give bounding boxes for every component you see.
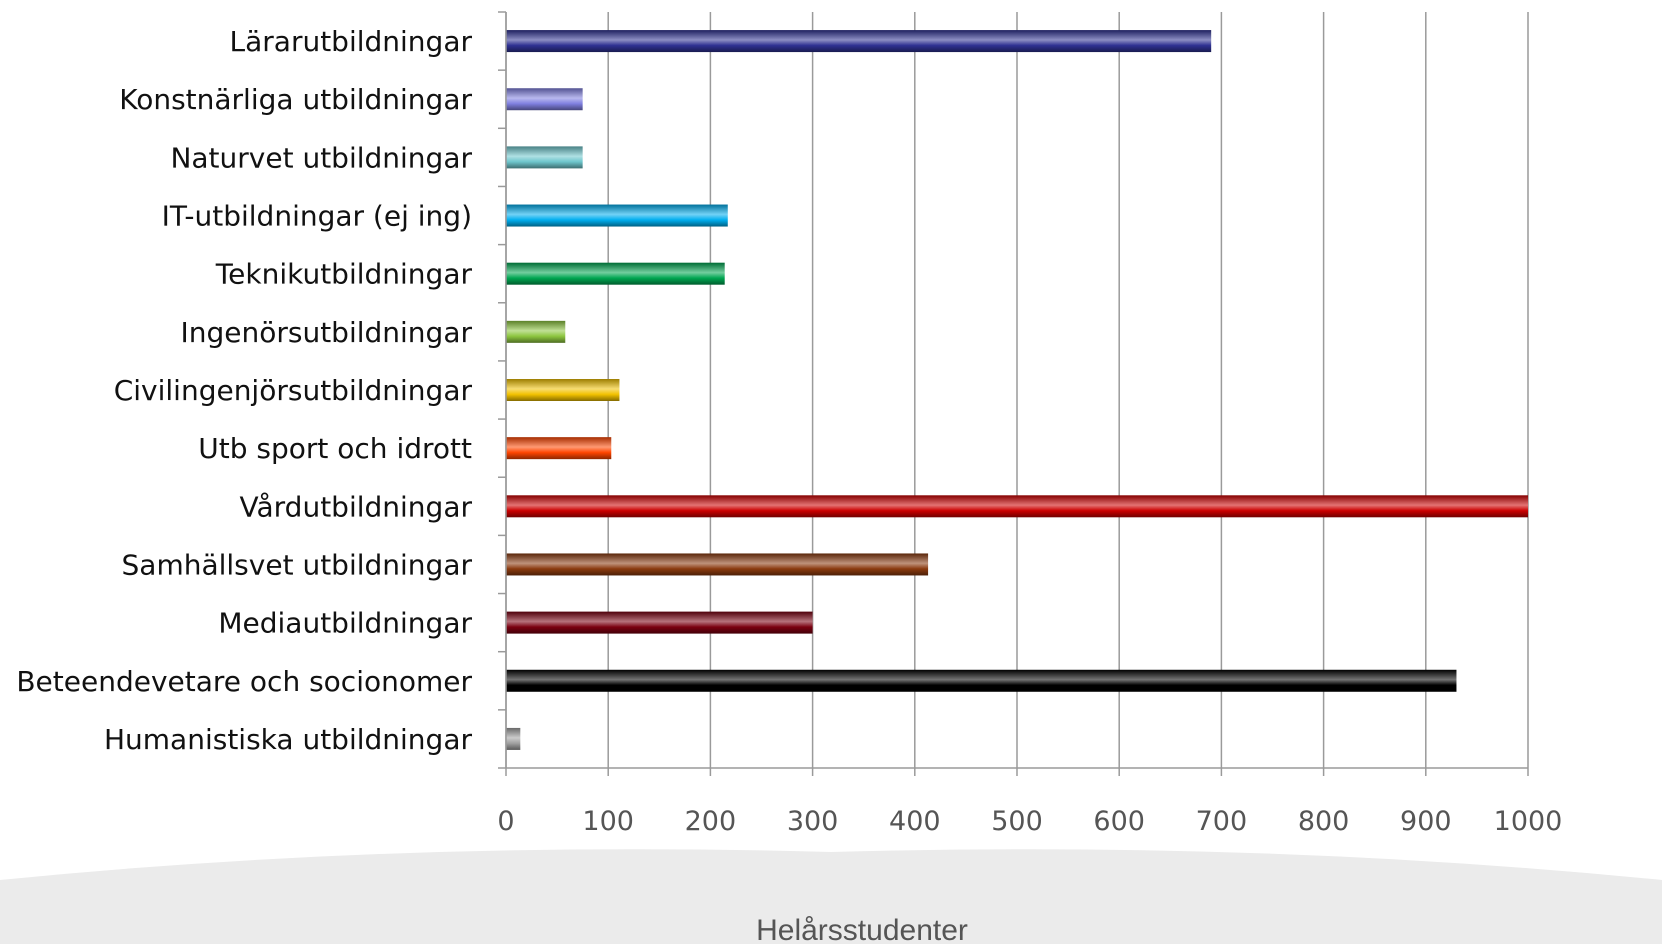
category-label: Vårdutbildningar bbox=[240, 490, 473, 523]
x-tick-label: 500 bbox=[991, 806, 1043, 837]
bar bbox=[506, 88, 583, 111]
category-label: Naturvet utbildningar bbox=[170, 141, 472, 174]
category-label: Beteendevetare och socionomer bbox=[16, 665, 472, 698]
bar bbox=[506, 437, 612, 460]
category-label: IT-utbildningar (ej ing) bbox=[162, 200, 472, 233]
bar bbox=[506, 611, 813, 634]
category-labels: Lärarutbildningar Konstnärliga utbildning… bbox=[16, 25, 472, 756]
bar bbox=[506, 495, 1528, 518]
category-label: Lärarutbildningar bbox=[230, 25, 473, 58]
bar bbox=[506, 379, 620, 401]
x-tick-label: 400 bbox=[889, 806, 941, 837]
x-tick-label: 1000 bbox=[1494, 806, 1563, 837]
category-label: Utb sport och idrott bbox=[198, 432, 472, 465]
bar bbox=[506, 553, 929, 576]
x-tick-label: 100 bbox=[582, 806, 634, 837]
bar bbox=[506, 204, 728, 227]
category-label: Humanistiska utbildningar bbox=[104, 723, 473, 756]
category-label: Konstnärliga utbildningar bbox=[119, 83, 472, 116]
x-tick-label: 300 bbox=[787, 806, 839, 837]
x-tick-label: 0 bbox=[497, 806, 514, 837]
category-label: Mediautbildningar bbox=[218, 607, 472, 640]
x-tick-label: 200 bbox=[685, 806, 737, 837]
bars bbox=[506, 30, 1528, 750]
axes bbox=[498, 11, 1529, 776]
bar bbox=[506, 146, 583, 169]
x-axis-title: Helårsstudenter bbox=[756, 914, 968, 944]
category-label: Teknikutbildningar bbox=[215, 258, 473, 291]
bar bbox=[506, 669, 1457, 692]
category-label: Ingenörsutbildningar bbox=[180, 316, 472, 349]
gridlines bbox=[505, 12, 1529, 768]
x-tick-label: 600 bbox=[1093, 806, 1145, 837]
bottom-swoosh bbox=[0, 849, 1662, 944]
bar bbox=[506, 727, 521, 750]
x-tick-label: 800 bbox=[1298, 806, 1350, 837]
bar bbox=[506, 320, 566, 343]
bar bbox=[506, 30, 1212, 53]
x-tick-labels: 0 100 200 300 400 500 600 700 800 900 1000 bbox=[497, 806, 1562, 837]
category-label: Civilingenjörsutbildningar bbox=[114, 374, 473, 407]
bar bbox=[506, 262, 725, 285]
x-tick-label: 900 bbox=[1400, 806, 1452, 837]
category-label: Samhällsvet utbildningar bbox=[122, 548, 473, 581]
x-tick-label: 700 bbox=[1196, 806, 1248, 837]
